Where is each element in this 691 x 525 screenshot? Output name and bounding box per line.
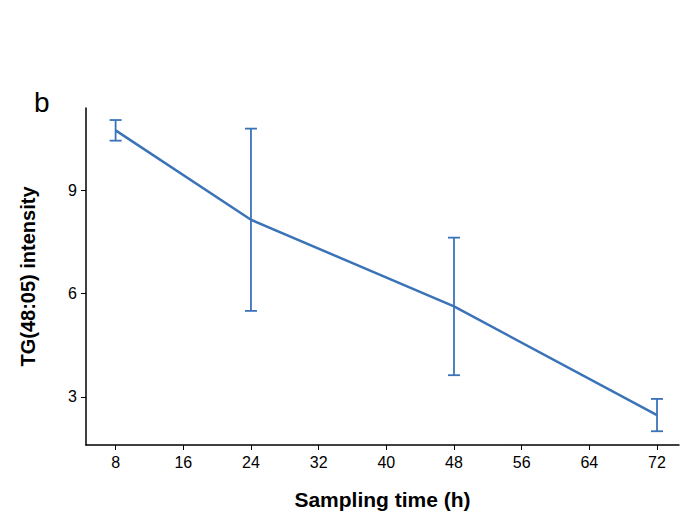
- svg-text:24: 24: [242, 454, 260, 471]
- svg-text:TG(48:05) intensity: TG(48:05) intensity: [17, 186, 39, 367]
- svg-text:16: 16: [174, 454, 192, 471]
- svg-text:6: 6: [68, 285, 77, 302]
- svg-text:40: 40: [377, 454, 395, 471]
- svg-text:Sampling time (h): Sampling time (h): [294, 488, 470, 511]
- svg-text:8: 8: [111, 454, 120, 471]
- svg-text:72: 72: [648, 454, 666, 471]
- svg-text:9: 9: [68, 182, 77, 199]
- svg-text:48: 48: [445, 454, 463, 471]
- svg-text:32: 32: [310, 454, 328, 471]
- svg-text:64: 64: [580, 454, 598, 471]
- svg-text:3: 3: [68, 388, 77, 405]
- svg-text:b: b: [34, 87, 50, 118]
- svg-text:56: 56: [513, 454, 531, 471]
